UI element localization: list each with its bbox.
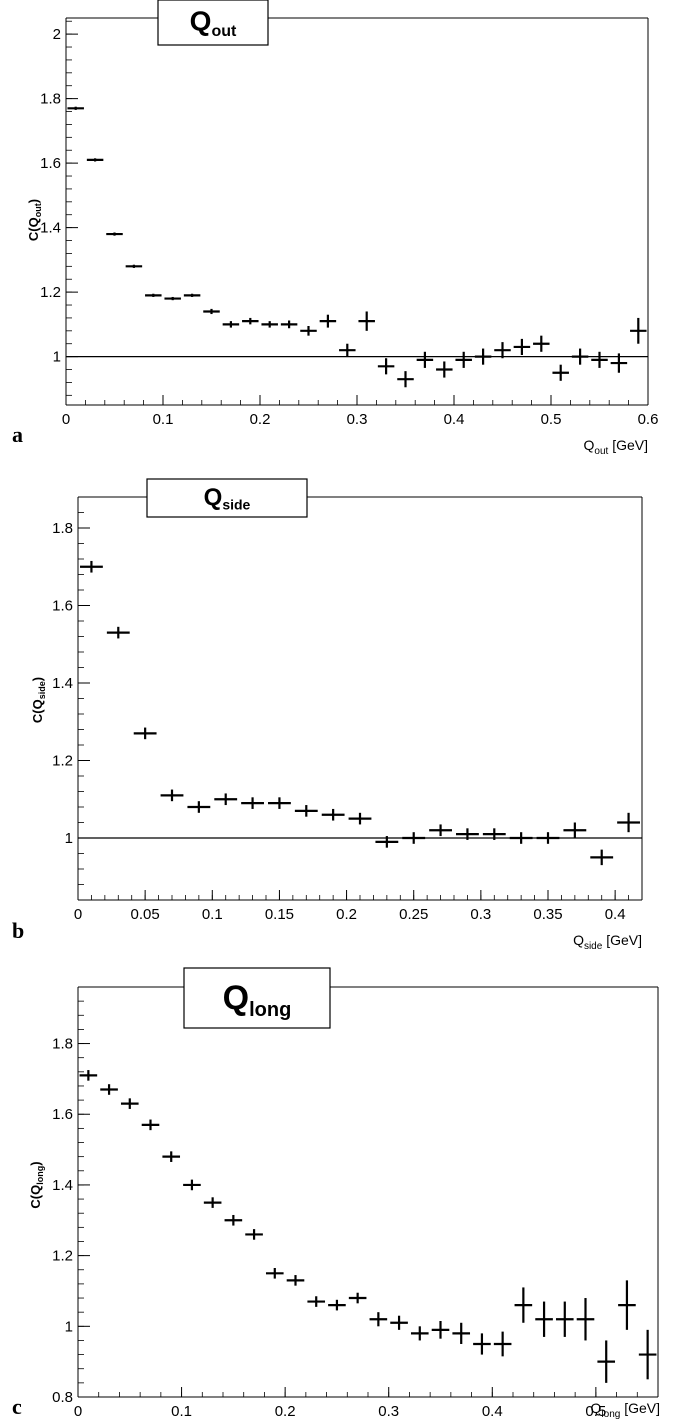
- panel-c-x-tick-label: 0.5: [585, 1403, 606, 1420]
- panel-b-x-tick-label: 0: [74, 906, 82, 923]
- panel-a-x-tick-label: 0.6: [638, 411, 659, 428]
- panel-b-x-tick-label: 0.35: [533, 906, 562, 923]
- panel-c-y-tick-label: 1.2: [52, 1248, 73, 1265]
- panel-b-y-tick-label: 1.6: [52, 598, 73, 615]
- panel-a-x-tick-label: 0.1: [153, 411, 174, 428]
- panel-c-y-tick-label: 1.6: [52, 1106, 73, 1123]
- panel-b-y-tick-label: 1.2: [52, 753, 73, 770]
- panel-b-x-tick-label: 0.15: [265, 906, 294, 923]
- panel-a-y-label: C(Qout): [26, 199, 43, 241]
- panel-b-y-label: C(Qside): [30, 677, 47, 723]
- panel-c-y-tick-label: 1: [65, 1318, 73, 1335]
- panel-b-letter: b: [12, 918, 24, 943]
- panel-c-x-tick-label: 0.3: [378, 1403, 399, 1420]
- panel-b-x-label: Qside [GeV]: [573, 932, 642, 952]
- panel-b-x-tick-label: 0.4: [605, 906, 626, 923]
- panel-c-x-label: Qlong [GeV]: [591, 1400, 660, 1420]
- panel-a-x-label: Qout [GeV]: [584, 437, 648, 457]
- panel-a-x-tick-label: 0: [62, 411, 70, 428]
- panel-c-y-label: C(Qlong): [28, 1161, 45, 1208]
- panel-c-x-tick-label: 0.1: [171, 1403, 192, 1420]
- panel-c-title-box: [183, 967, 331, 1029]
- panel-b-y-tick-label: 1.8: [52, 520, 73, 537]
- panel-c-letter: c: [12, 1394, 22, 1419]
- panel-a-y-tick-label: 2: [53, 26, 61, 43]
- panel-b-title-box: [146, 478, 308, 518]
- panel-c-y-tick-label: 0.8: [52, 1389, 73, 1406]
- panel-a-x-tick-label: 0.4: [444, 411, 465, 428]
- panel-a-x-tick-label: 0.2: [250, 411, 271, 428]
- panel-b-title: Qside: [204, 484, 251, 513]
- panel-a-y-tick-label: 1: [53, 349, 61, 366]
- panel-b-y-tick-label: 1.4: [52, 675, 73, 692]
- panel-a-x-tick-label: 0.5: [541, 411, 562, 428]
- panel-a-y-tick-label: 1.8: [40, 91, 61, 108]
- panel-a-x-tick-label: 0.3: [347, 411, 368, 428]
- panel-b-x-tick-label: 0.1: [202, 906, 223, 923]
- panel-a-y-tick-label: 1.4: [40, 220, 61, 237]
- panel-a-y-tick-label: 1.2: [40, 284, 61, 301]
- panel-b-y-tick-label: 1: [65, 830, 73, 847]
- panel-b-x-tick-label: 0.2: [336, 906, 357, 923]
- panel-b-x-tick-label: 0.05: [131, 906, 160, 923]
- panel-b-x-tick-label: 0.25: [399, 906, 428, 923]
- panel-c-x-tick-label: 0.4: [482, 1403, 503, 1420]
- panel-b-x-tick-label: 0.3: [470, 906, 491, 923]
- panel-c-y-tick-label: 1.4: [52, 1177, 73, 1194]
- panel-c-x-tick-label: 0.2: [275, 1403, 296, 1420]
- panel-a-letter: a: [12, 422, 23, 447]
- panel-a-title-box: [157, 0, 269, 46]
- panel-c-y-tick-label: 1.8: [52, 1036, 73, 1053]
- panel-a-y-tick-label: 1.6: [40, 155, 61, 172]
- panel-c-title: Qlong: [223, 979, 292, 1021]
- panel-a-title: Qout: [190, 6, 237, 41]
- panel-c-x-tick-label: 0: [74, 1403, 82, 1420]
